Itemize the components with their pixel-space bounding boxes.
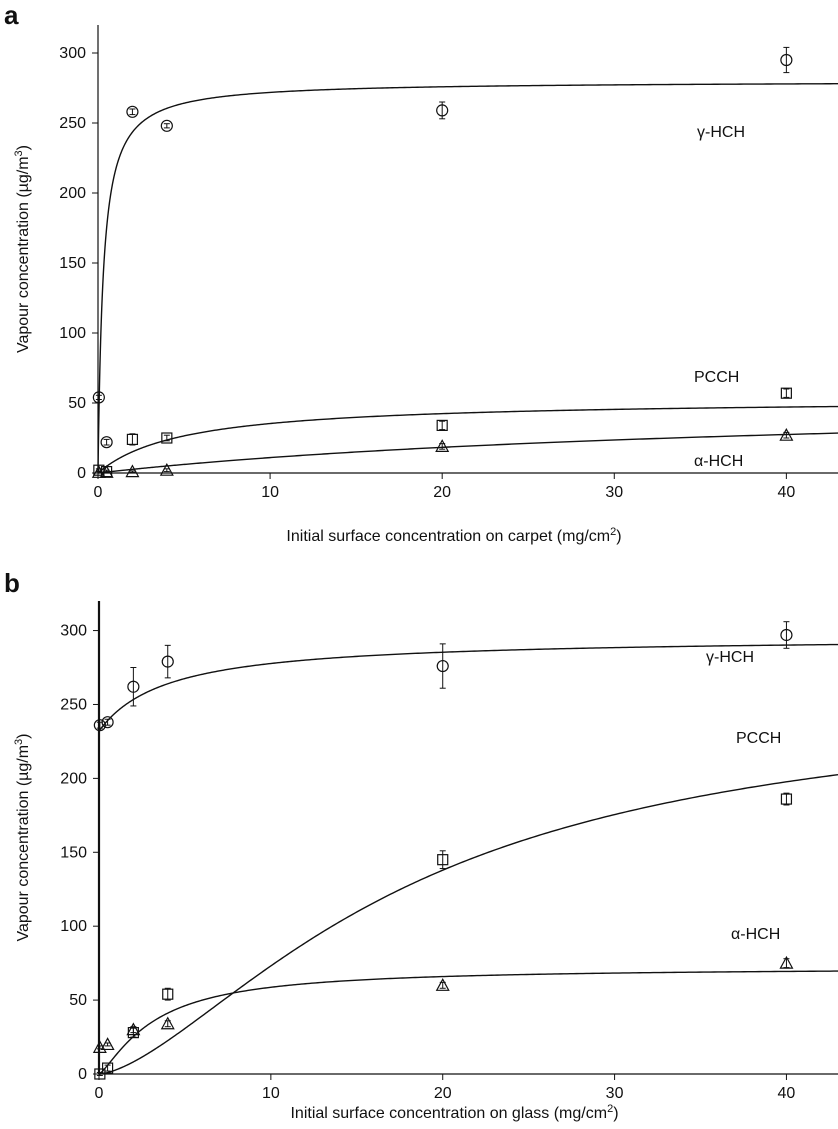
y-tick-label-b-200: 200 [60, 770, 87, 787]
error-bar-alpha-hch-a-2 [129, 470, 136, 473]
data-point-gamma-hch-b-4 [436, 659, 449, 673]
error-bar-gamma-hch-b-4 [439, 643, 446, 689]
data-point-pcch-a-3 [161, 432, 173, 444]
x-axis-title-a: Initial surface concentration on carpet … [286, 526, 621, 545]
x-tick-label-b-0: 0 [95, 1085, 104, 1102]
x-tick-label-a-20: 20 [433, 484, 451, 501]
data-point-alpha-hch-b-5 [779, 955, 794, 969]
data-point-gamma-hch-b-3 [161, 655, 174, 668]
fit-curve-gamma-hch-b [98, 643, 838, 732]
y-tick-label-b-300: 300 [60, 623, 87, 640]
data-point-alpha-hch-a-5 [779, 427, 794, 441]
fit-curve-pcch-b [99, 773, 838, 1075]
data-point-gamma-hch-a-0 [92, 391, 105, 404]
data-point-alpha-hch-a-1 [99, 465, 114, 478]
y-tick-label-a-150: 150 [59, 255, 86, 272]
y-tick-label-a-100: 100 [59, 325, 86, 342]
panel-a: a γ-HCH PCCH α-HCH 0 10 20 30 40 0 50 100 150 200… [4, 0, 838, 545]
y-tick-label-a-50: 50 [68, 395, 86, 412]
error-bar-gamma-hch-b-5 [783, 621, 790, 649]
y-tick-label-a-0: 0 [77, 465, 86, 482]
x-tick-label-a-40: 40 [777, 484, 795, 501]
error-bar-gamma-hch-a-1 [103, 438, 110, 446]
data-point-pcch-b-3 [162, 988, 174, 1000]
data-point-alpha-hch-b-4 [435, 978, 450, 991]
fit-curve-alpha-hch-b [98, 970, 838, 1075]
series-label-alpha-hch-a: α-HCH [694, 453, 743, 470]
error-bar-pcch-a-4 [439, 420, 446, 431]
y-tick-label-a-250: 250 [59, 115, 86, 132]
data-point-gamma-hch-b-1 [101, 716, 114, 729]
panel-letter-a: a [4, 0, 19, 30]
panel-letter-b: b [4, 568, 20, 598]
y-axis-title-a: Vapour concentration (µg/m3) [13, 145, 32, 353]
x-axis-title-b: Initial surface concentration on glass (… [290, 1103, 618, 1122]
error-bar-pcch-b-3 [164, 987, 171, 1001]
error-bar-pcch-b-4 [439, 850, 446, 870]
y-tick-label-a-300: 300 [59, 45, 86, 62]
data-point-alpha-hch-a-4 [435, 439, 450, 452]
y-tick-label-b-250: 250 [60, 696, 87, 713]
y-axis-title-b: Vapour concentration (µg/m3) [13, 733, 32, 941]
data-point-alpha-hch-b-3 [160, 1016, 175, 1030]
error-bar-gamma-hch-b-3 [164, 644, 171, 679]
data-point-pcch-a-2 [126, 433, 139, 445]
error-bar-pcch-b-5 [783, 792, 790, 806]
error-bar-gamma-hch-a-5 [783, 46, 790, 74]
error-bar-gamma-hch-b-1 [104, 718, 111, 726]
data-point-gamma-hch-b-2 [127, 680, 140, 693]
error-bar-pcch-a-3 [163, 434, 170, 442]
panel-b: b γ-HCH PCCH α-HCH 0 10 20 30 40 0 50 100 150 200… [4, 568, 838, 1122]
data-point-pcch-a-4 [436, 419, 448, 431]
error-bar-gamma-hch-a-0 [95, 394, 102, 400]
x-tick-label-a-10: 10 [261, 484, 279, 501]
fit-curve-alpha-hch-a [97, 432, 838, 474]
data-point-pcch-b-0 [94, 1068, 106, 1080]
y-tick-label-b-150: 150 [60, 844, 87, 861]
data-point-alpha-hch-b-2 [126, 1022, 141, 1036]
x-tick-label-b-30: 30 [606, 1085, 624, 1102]
error-bar-gamma-hch-a-3 [163, 123, 170, 129]
data-point-pcch-a-5 [780, 387, 792, 399]
y-tick-label-a-200: 200 [59, 185, 86, 202]
error-bar-gamma-hch-b-2 [130, 667, 137, 707]
error-bar-gamma-hch-a-2 [129, 108, 136, 116]
x-tick-label-a-30: 30 [605, 484, 623, 501]
y-tick-label-b-0: 0 [78, 1066, 87, 1083]
error-bar-alpha-hch-a-0 [95, 471, 102, 474]
data-point-gamma-hch-a-5 [780, 53, 793, 67]
data-point-gamma-hch-b-5 [780, 628, 793, 642]
data-point-alpha-hch-a-0 [91, 465, 106, 478]
series-label-alpha-hch-b: α-HCH [731, 926, 780, 943]
y-tick-label-b-50: 50 [69, 992, 87, 1009]
fit-curve-pcch-a [97, 405, 838, 474]
fit-curve-gamma-hch-a [97, 83, 838, 473]
data-point-gamma-hch-a-2 [126, 105, 139, 118]
error-bar-pcch-a-5 [783, 388, 790, 398]
data-point-gamma-hch-a-1 [100, 436, 113, 449]
series-label-gamma-hch-b: γ-HCH [706, 649, 754, 666]
data-point-alpha-hch-a-3 [159, 462, 174, 476]
x-tick-label-a-0: 0 [94, 484, 103, 501]
data-point-gamma-hch-a-4 [436, 104, 449, 117]
series-label-gamma-hch-a: γ-HCH [697, 124, 745, 141]
error-bar-alpha-hch-a-1 [103, 471, 110, 474]
series-label-pcch-a: PCCH [694, 369, 739, 386]
data-point-pcch-b-5 [780, 793, 793, 805]
data-point-alpha-hch-b-1 [100, 1037, 115, 1051]
data-point-pcch-b-1 [101, 1062, 114, 1074]
series-label-pcch-b: PCCH [736, 730, 781, 747]
error-bar-pcch-a-2 [129, 433, 136, 446]
data-point-pcch-b-4 [437, 854, 449, 866]
x-tick-label-b-20: 20 [434, 1085, 452, 1102]
x-tick-label-b-40: 40 [778, 1085, 796, 1102]
y-tick-label-b-100: 100 [60, 918, 87, 935]
data-point-alpha-hch-a-2 [125, 464, 140, 478]
data-point-gamma-hch-a-3 [160, 119, 173, 132]
x-tick-label-b-10: 10 [262, 1085, 280, 1102]
